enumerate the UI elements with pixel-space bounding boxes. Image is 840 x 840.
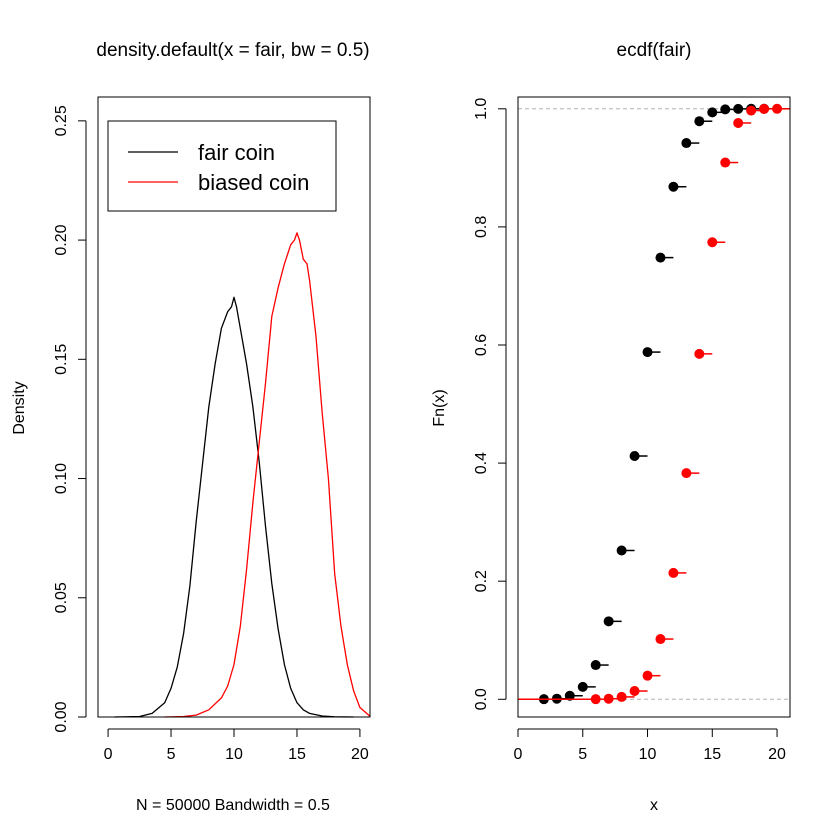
ecdf-point-fair-coin — [681, 138, 692, 149]
ecdf-point-fair-coin — [616, 545, 627, 556]
ecdf-axes: 0 5 10 15 20 0.0 0.2 0.4 0.6 0.8 1.0 — [473, 98, 786, 763]
ecdf-point-biased-coin — [746, 105, 757, 116]
ecdf-y-tick-label: 0.0 — [473, 688, 490, 710]
density-x-tick-label: 15 — [288, 746, 306, 763]
ecdf-title: ecdf(fair) — [617, 40, 692, 61]
density-title: density.default(x = fair, bw = 0.5) — [96, 40, 369, 61]
ecdf-point-fair-coin — [707, 107, 718, 118]
ecdf-point-fair-coin — [577, 681, 588, 692]
ecdf-point-biased-coin — [655, 634, 666, 645]
density-xlabel: N = 50000 Bandwidth = 0.5 — [136, 797, 330, 814]
ecdf-xlabel: x — [650, 797, 658, 814]
ecdf-ylabel: Fn(x) — [431, 389, 448, 426]
ecdf-point-fair-coin — [655, 252, 666, 263]
ecdf-y-tick-label: 0.8 — [473, 216, 490, 238]
ecdf-x-tick-label: 20 — [768, 746, 786, 763]
ecdf-point-fair-coin — [694, 116, 705, 127]
ecdf-x-tick-label: 10 — [639, 746, 657, 763]
ecdf-point-fair-coin — [590, 660, 601, 671]
ecdf-plot-frame — [517, 96, 791, 718]
density-y-tick-label: 0.10 — [53, 463, 70, 494]
density-y-tick-label: 0.05 — [53, 582, 70, 613]
ecdf-y-tick-label: 0.4 — [473, 452, 490, 474]
legend: fair coin biased coin — [107, 120, 337, 212]
ecdf-point-fair-coin — [603, 616, 614, 627]
legend-box — [107, 120, 337, 212]
ecdf-point-biased-coin — [629, 686, 640, 697]
density-x-tick-label: 10 — [225, 746, 243, 763]
density-line-biased-coin — [164, 232, 371, 718]
ecdf-point-fair-coin — [564, 690, 575, 701]
density-y-tick-label: 0.25 — [53, 105, 70, 136]
ecdf-x-tick-label: 5 — [578, 746, 587, 763]
ecdf-y-tick-label: 0.6 — [473, 334, 490, 356]
ecdf-point-biased-coin — [733, 117, 744, 128]
density-ylabel: Density — [11, 381, 28, 434]
ecdf-point-biased-coin — [707, 237, 718, 248]
ecdf-x-tick-label: 15 — [703, 746, 721, 763]
ecdf-steps — [518, 103, 790, 705]
ecdf-point-biased-coin — [668, 567, 679, 578]
ecdf-point-fair-coin — [642, 347, 653, 358]
ecdf-point-biased-coin — [694, 348, 705, 359]
density-y-tick-label: 0.15 — [53, 344, 70, 375]
ecdf-point-biased-coin — [642, 670, 653, 681]
density-y-tick-label: 0.20 — [53, 224, 70, 255]
ecdf-point-biased-coin — [616, 691, 627, 702]
density-line-fair-coin — [114, 296, 354, 718]
ecdf-point-biased-coin — [759, 103, 770, 114]
ecdf-point-biased-coin — [590, 694, 601, 705]
ecdf-point-fair-coin — [629, 451, 640, 462]
ecdf-y-tick-label: 1.0 — [473, 98, 490, 120]
ecdf-point-biased-coin — [681, 468, 692, 479]
density-x-tick-label: 5 — [167, 746, 176, 763]
density-panel: density.default(x = fair, bw = 0.5) N = … — [11, 40, 371, 814]
ecdf-panel: ecdf(fair) x Fn(x) 0 5 10 15 200.00.20.40.60… — [431, 40, 791, 814]
ecdf-y-tick-label: 0.2 — [473, 570, 490, 592]
ecdf-point-biased-coin — [772, 103, 783, 114]
density-plot-frame — [97, 96, 371, 718]
density-x-tick-label: 0 — [104, 746, 113, 763]
ecdf-point-fair-coin — [720, 104, 731, 115]
ecdf-x-tick-label: 0 — [514, 746, 523, 763]
ecdf-point-biased-coin — [603, 693, 614, 704]
density-y-tick-label: 0.00 — [53, 701, 70, 732]
legend-label-biased-coin: biased coin — [198, 170, 309, 195]
ecdf-point-biased-coin — [720, 157, 731, 168]
ecdf-point-fair-coin — [668, 181, 679, 192]
ecdf-point-fair-coin — [733, 103, 744, 114]
legend-label-fair-coin: fair coin — [198, 140, 275, 165]
density-axes: 0 5 10 15 20 0.00 0.05 0.10 0.15 0.20 0.25 — [53, 105, 369, 763]
density-x-tick-label: 20 — [351, 746, 369, 763]
